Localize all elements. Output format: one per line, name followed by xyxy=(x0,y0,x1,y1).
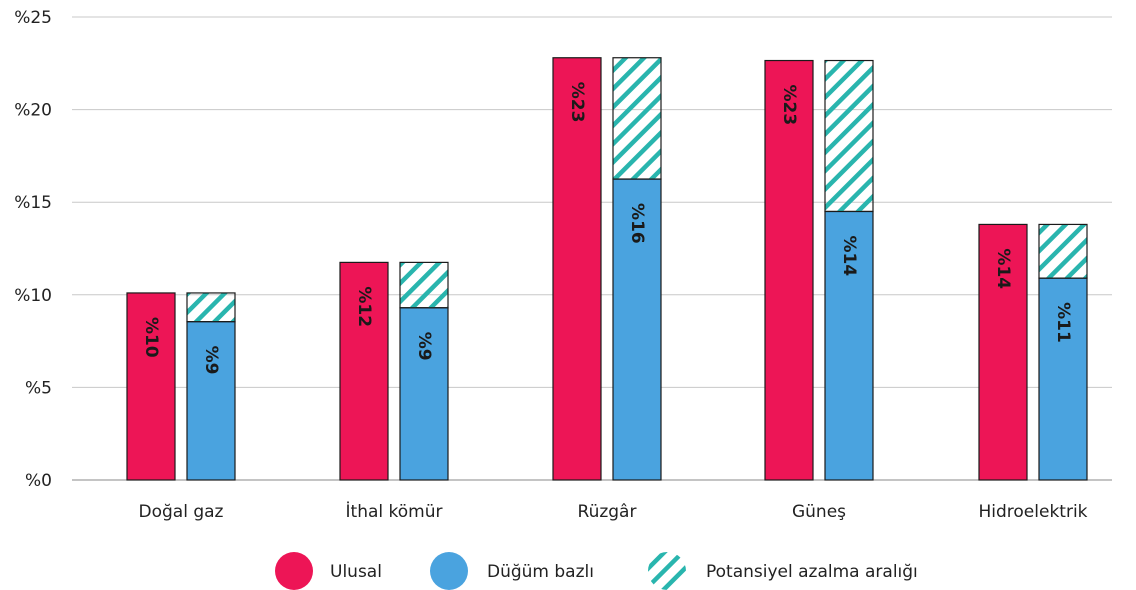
bar-potansiyel-azalma-3 xyxy=(824,59,874,213)
y-axis-ticks: %0 %5 %10 %15 %20 %25 xyxy=(14,8,52,491)
bar-ulusal-1 xyxy=(339,261,389,481)
category-label-0: Doğal gaz xyxy=(139,502,224,522)
x-axis-categories: Doğal gaz İthal kömür Rüzgâr Güneş Hidroelek… xyxy=(139,501,1088,522)
legend-ulusal-label: Ulusal xyxy=(330,562,382,582)
legend-dugum-bazli-marker xyxy=(430,552,468,590)
bars xyxy=(126,57,1088,481)
data-label-ulusal-1: %12 xyxy=(354,286,374,327)
legend-potansiyel-label: Potansiyel azalma aralığı xyxy=(706,562,918,582)
bar-dugum-bazli-3 xyxy=(824,210,874,481)
bar-potansiyel-azalma-0 xyxy=(186,292,236,323)
category-label-2: Rüzgâr xyxy=(578,502,637,522)
bar-potansiyel-azalma-1 xyxy=(399,261,449,309)
bar-ulusal-3 xyxy=(764,59,814,481)
y-tick-label-3: %15 xyxy=(14,193,52,213)
data-label-ulusal-2: %23 xyxy=(567,82,587,123)
y-tick-label-5: %25 xyxy=(14,8,52,28)
y-tick-label-2: %10 xyxy=(14,286,52,306)
data-label-dugum-bazli-2: %16 xyxy=(627,203,647,244)
bar-ulusal-4 xyxy=(978,223,1028,481)
legend: Ulusal Düğüm bazlı Potansiyel azalma ara… xyxy=(275,552,918,590)
category-label-3: Güneş xyxy=(792,502,846,522)
data-label-dugum-bazli-1: %9 xyxy=(414,332,434,361)
category-label-4: Hidroelektrik xyxy=(978,502,1087,522)
data-label-dugum-bazli-0: %9 xyxy=(201,346,221,375)
legend-dugum-bazli-label: Düğüm bazlı xyxy=(487,562,594,582)
category-label-1: İthal kömür xyxy=(346,501,443,522)
y-tick-label-0: %0 xyxy=(25,471,52,491)
bar-ulusal-2 xyxy=(552,57,602,481)
bar-potansiyel-azalma-4 xyxy=(1038,223,1088,279)
legend-hatch-marker xyxy=(648,552,686,590)
data-label-dugum-bazli-4: %11 xyxy=(1053,302,1073,343)
data-label-ulusal-4: %14 xyxy=(993,248,1013,289)
data-label-ulusal-3: %23 xyxy=(779,85,799,126)
bar-potansiyel-azalma-2 xyxy=(612,57,662,180)
y-tick-label-1: %5 xyxy=(25,378,52,398)
bar-dugum-bazli-0 xyxy=(186,321,236,481)
bar-ulusal-0 xyxy=(126,292,176,481)
data-label-dugum-bazli-3: %14 xyxy=(839,235,859,276)
y-tick-label-4: %20 xyxy=(14,101,52,121)
bar-dugum-bazli-2 xyxy=(612,178,662,481)
data-label-ulusal-0: %10 xyxy=(141,317,161,358)
legend-ulusal-marker xyxy=(275,552,313,590)
bar-dugum-bazli-4 xyxy=(1038,277,1088,481)
data-labels: %10 %9 %12 %9 %23 %16 %23 %14 %14 %11 xyxy=(141,82,1073,375)
